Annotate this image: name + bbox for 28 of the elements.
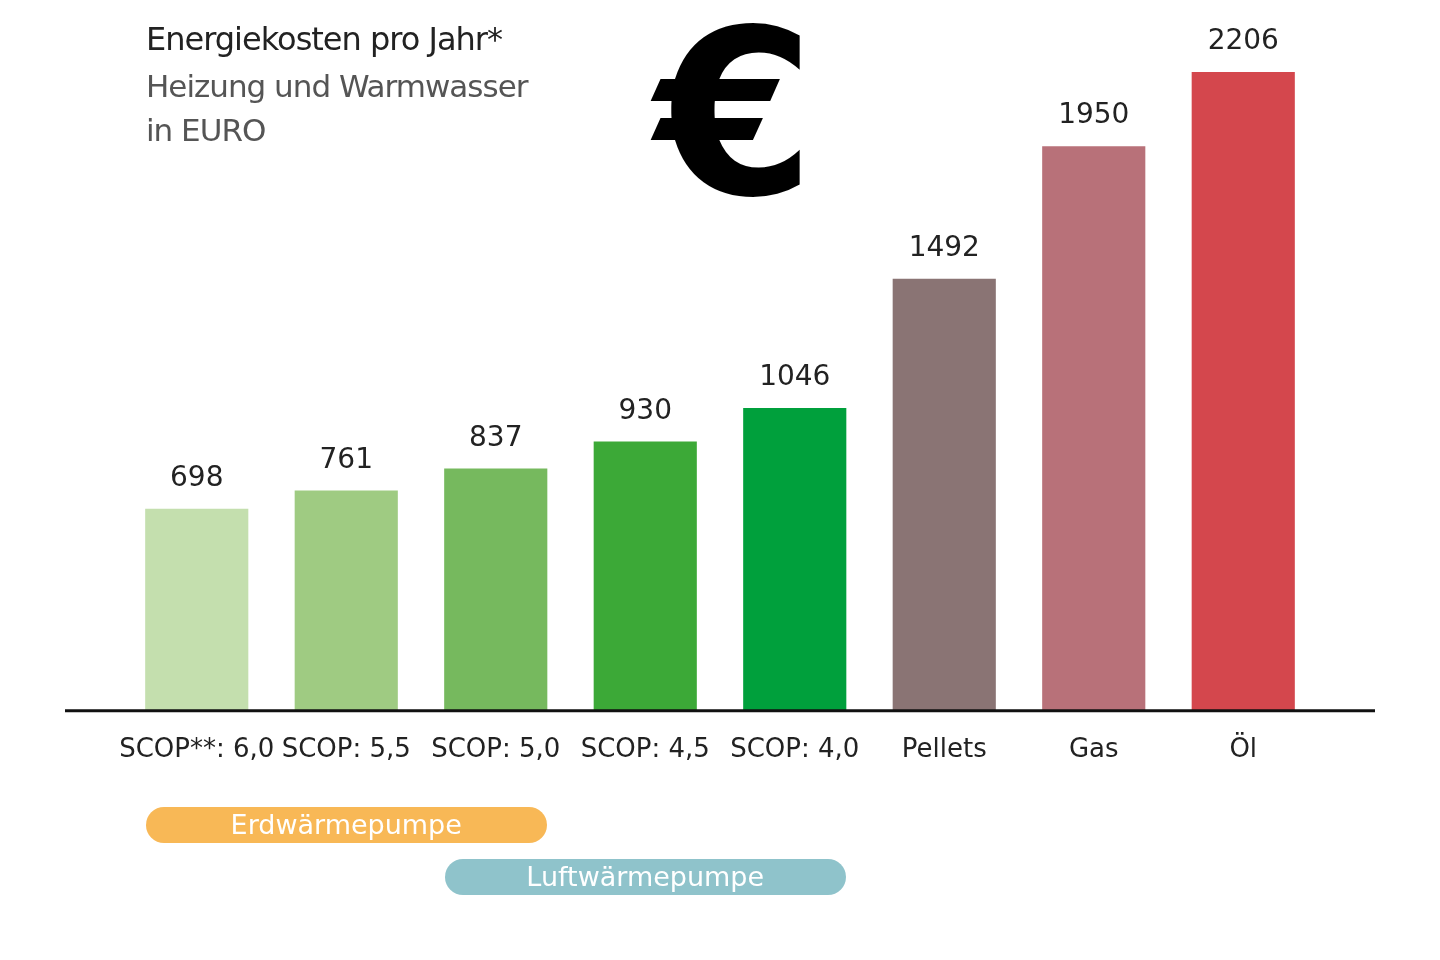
x-tick-label: SCOP: 5,0: [431, 733, 561, 764]
x-tick-label: SCOP: 4,0: [730, 733, 860, 764]
bar: [743, 407, 847, 711]
x-tick-label: Pellets: [901, 733, 987, 764]
chart-title: Energiekosten pro Jahr*: [146, 20, 502, 58]
data-label: 1950: [1058, 97, 1130, 131]
bar: [593, 441, 697, 711]
text: Erdwärmepumpe: [145, 807, 547, 843]
text: Luftwärmepumpe: [444, 859, 846, 895]
data-label: 930: [618, 392, 672, 426]
data-label: 698: [170, 459, 224, 493]
x-tick-label: Gas: [1068, 733, 1119, 764]
data-label: 761: [319, 441, 373, 475]
data-label: 2206: [1207, 23, 1279, 57]
bar: [294, 490, 398, 711]
bar: [892, 278, 996, 711]
bar: [145, 508, 249, 711]
x-tick-label: SCOP: 5,5: [281, 733, 411, 764]
bar: [1042, 146, 1146, 711]
x-tick-label: SCOP: 4,5: [580, 733, 710, 764]
data-label: 837: [469, 419, 523, 453]
x-tick-label: SCOP**: 6,0: [119, 733, 275, 764]
bar: [444, 468, 548, 711]
text: Heizung und Warmwasser in EURO: [146, 67, 529, 150]
data-label: 1046: [759, 359, 831, 393]
data-label: 1492: [908, 230, 980, 264]
bar: [1191, 72, 1295, 711]
x-tick-label: Öl: [1229, 732, 1258, 764]
